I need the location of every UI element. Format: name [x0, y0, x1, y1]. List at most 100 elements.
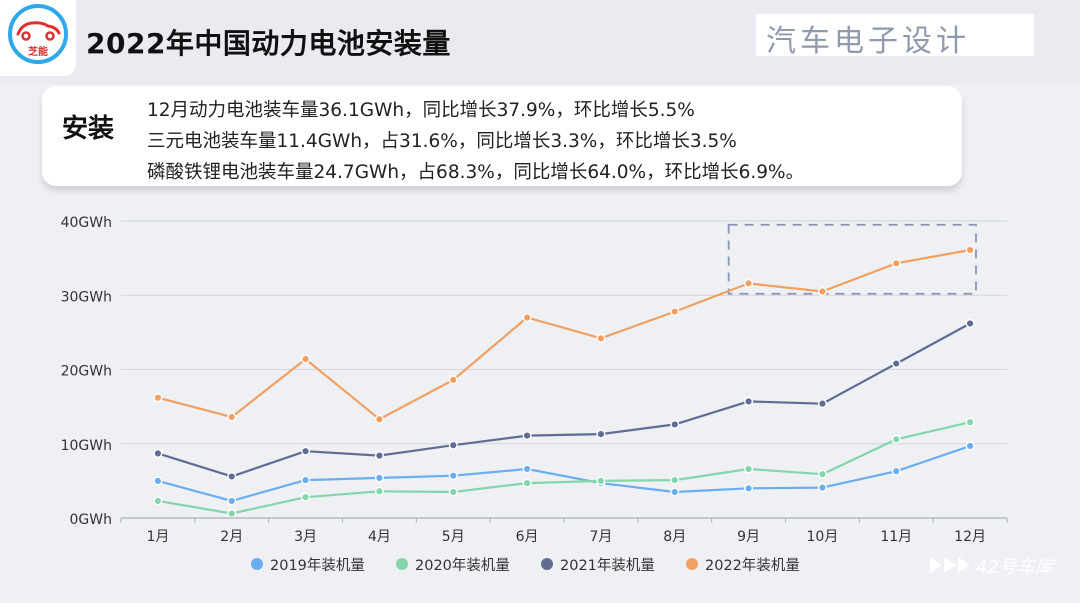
data-point: [965, 441, 975, 451]
legend-label: 2019年装机量: [270, 557, 365, 574]
series-4: [153, 245, 975, 424]
data-point: [301, 446, 311, 456]
data-point: [448, 487, 458, 497]
data-point: [891, 258, 901, 268]
x-tick-label: 8月: [663, 529, 686, 545]
data-point: [374, 414, 384, 424]
x-tick-label: 11月: [880, 529, 912, 545]
data-point: [670, 419, 680, 429]
data-point: [965, 318, 975, 328]
data-point: [227, 496, 237, 506]
data-point: [374, 473, 384, 483]
legend-marker: [541, 558, 553, 570]
data-point: [301, 492, 311, 502]
watermark-text: 汽车电子设计: [766, 24, 970, 59]
data-point: [522, 478, 532, 488]
data-point: [227, 412, 237, 422]
info-line-ternary: 三元电池装车量11.4GWh，占31.6%，同比增长3.3%，环比增长3.5%: [147, 131, 737, 152]
info-line-total: 12月动力电池装车量36.1GWh，同比增长37.9%，环比增长5.5%: [147, 100, 695, 121]
legend-label: 2022年装机量: [705, 557, 800, 574]
data-point: [744, 483, 754, 493]
legend-marker: [251, 558, 263, 570]
legend-item: 2021年装机量: [541, 557, 655, 574]
series-line: [157, 444, 971, 502]
data-point: [227, 509, 237, 519]
x-tick-label: 9月: [737, 529, 760, 545]
x-tick-label: 2月: [220, 529, 243, 545]
x-tick-label: 7月: [589, 529, 612, 545]
data-point: [227, 471, 237, 481]
car-logo-icon: [16, 21, 61, 41]
watermark: 汽车电子设计: [756, 14, 1034, 59]
grid-layer: [121, 220, 1007, 445]
legend-marker: [686, 558, 698, 570]
logo-text: 芝能: [28, 47, 48, 58]
data-point: [891, 434, 901, 444]
data-point: [817, 483, 827, 493]
data-point: [965, 417, 975, 427]
data-point: [670, 487, 680, 497]
data-point: [153, 448, 163, 458]
series-3: [153, 318, 975, 481]
y-tick-label: 10GWh: [61, 438, 112, 454]
data-point: [891, 466, 901, 476]
info-tag: 安装: [62, 114, 115, 144]
data-point: [448, 440, 458, 450]
data-point: [744, 396, 754, 406]
x-tick-label: 1月: [146, 529, 169, 545]
y-tick-label: 20GWh: [61, 364, 112, 380]
data-point: [522, 313, 532, 323]
info-card: 安装 12月动力电池装车量36.1GWh，同比增长37.9%，环比增长5.5% …: [42, 86, 962, 186]
logo: 芝能: [0, 0, 76, 76]
data-point: [817, 469, 827, 479]
data-point: [301, 475, 311, 485]
legend-item: 2019年装机量: [251, 557, 365, 574]
data-point: [522, 464, 532, 474]
data-point: [817, 399, 827, 409]
series-2: [153, 417, 975, 519]
line-chart: 0GWh 10GWh 20GWh 30GWh 40GWh 1月 2月 3月 4月 5月 6月 7月 8月…: [61, 215, 1056, 578]
x-tick-label: 6月: [516, 529, 539, 545]
legend-layer: 2019年装机量 2020年装机量 2021年装机量 2022年装机量: [251, 557, 800, 574]
series-line: [157, 248, 971, 421]
legend-item: 2022年装机量: [686, 557, 800, 574]
info-line-lfp: 磷酸铁锂电池装车量24.7GWh，占68.3%，同比增长64.0%，环比增长6.…: [147, 162, 805, 183]
brand-logo-icon: [930, 557, 970, 573]
highlight-layer: [727, 223, 977, 295]
series-line: [157, 421, 971, 515]
legend-marker: [396, 558, 408, 570]
axis-layer: 0GWh 10GWh 20GWh 30GWh 40GWh 1月 2月 3月 4月 5月 6月 7月 8月…: [61, 215, 1008, 545]
logo-circle: 芝能: [8, 4, 68, 64]
data-point: [374, 486, 384, 496]
data-point: [522, 431, 532, 441]
legend-label: 2021年装机量: [560, 557, 655, 574]
data-point: [596, 476, 606, 486]
x-tick-label: 4月: [368, 529, 391, 545]
highlight-box: [727, 223, 977, 295]
data-point: [965, 245, 975, 255]
x-tick-label: 10月: [807, 529, 839, 545]
data-point: [891, 359, 901, 369]
data-point: [744, 464, 754, 474]
brand-text: 42号车库: [976, 557, 1056, 578]
data-point: [153, 496, 163, 506]
x-tick-label: 5月: [442, 529, 465, 545]
data-point: [817, 287, 827, 297]
data-point: [153, 393, 163, 403]
legend-item: 2020年装机量: [396, 557, 510, 574]
data-point: [670, 307, 680, 317]
data-point: [670, 475, 680, 485]
series-line: [157, 322, 971, 478]
series-layer: [153, 245, 975, 519]
series-1: [153, 441, 975, 506]
data-point: [448, 375, 458, 385]
x-tick-label: 3月: [294, 529, 317, 545]
data-point: [744, 278, 754, 288]
data-point: [596, 333, 606, 343]
data-point: [374, 451, 384, 461]
page-title: 2022年中国动力电池安装量: [86, 27, 451, 60]
x-tick-label: 12月: [954, 529, 986, 545]
legend-label: 2020年装机量: [415, 557, 510, 574]
y-tick-label: 40GWh: [61, 215, 112, 231]
y-tick-label: 30GWh: [61, 289, 112, 305]
